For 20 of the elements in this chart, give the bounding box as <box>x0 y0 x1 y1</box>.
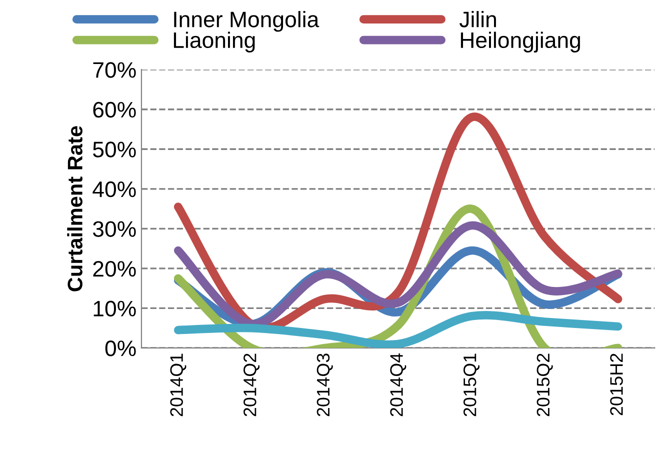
y-tick-label: 20% <box>93 260 136 277</box>
y-axis-title: Curtailment Rate <box>67 126 82 292</box>
legend-label: Heilongjiang <box>460 32 580 52</box>
y-tick-label: 70% <box>93 62 136 78</box>
x-tick-label: 2015Q2 <box>536 354 553 416</box>
y-tick-label: 30% <box>92 221 136 237</box>
x-tick-label: 2014Q2 <box>244 354 260 416</box>
x-tick-label: 2014Q4 <box>390 353 406 416</box>
x-tick-label: 2015Q1 <box>463 354 480 416</box>
y-tick-label: 50% <box>93 142 136 158</box>
y-tick-label: 40% <box>92 181 136 198</box>
legend-label: Liaoning <box>174 32 255 52</box>
x-tick-label: 2015H2 <box>610 354 623 416</box>
y-tick-label: 0% <box>105 340 136 356</box>
y-tick-label: 10% <box>94 300 136 316</box>
legend-label: Jilin <box>459 11 496 28</box>
x-tick-label: 2014Q3 <box>316 354 333 416</box>
legend-label: Inner Mongolia <box>174 11 320 32</box>
x-tick-label: 2014Q1 <box>170 354 186 416</box>
y-tick-label: 60% <box>93 102 136 118</box>
